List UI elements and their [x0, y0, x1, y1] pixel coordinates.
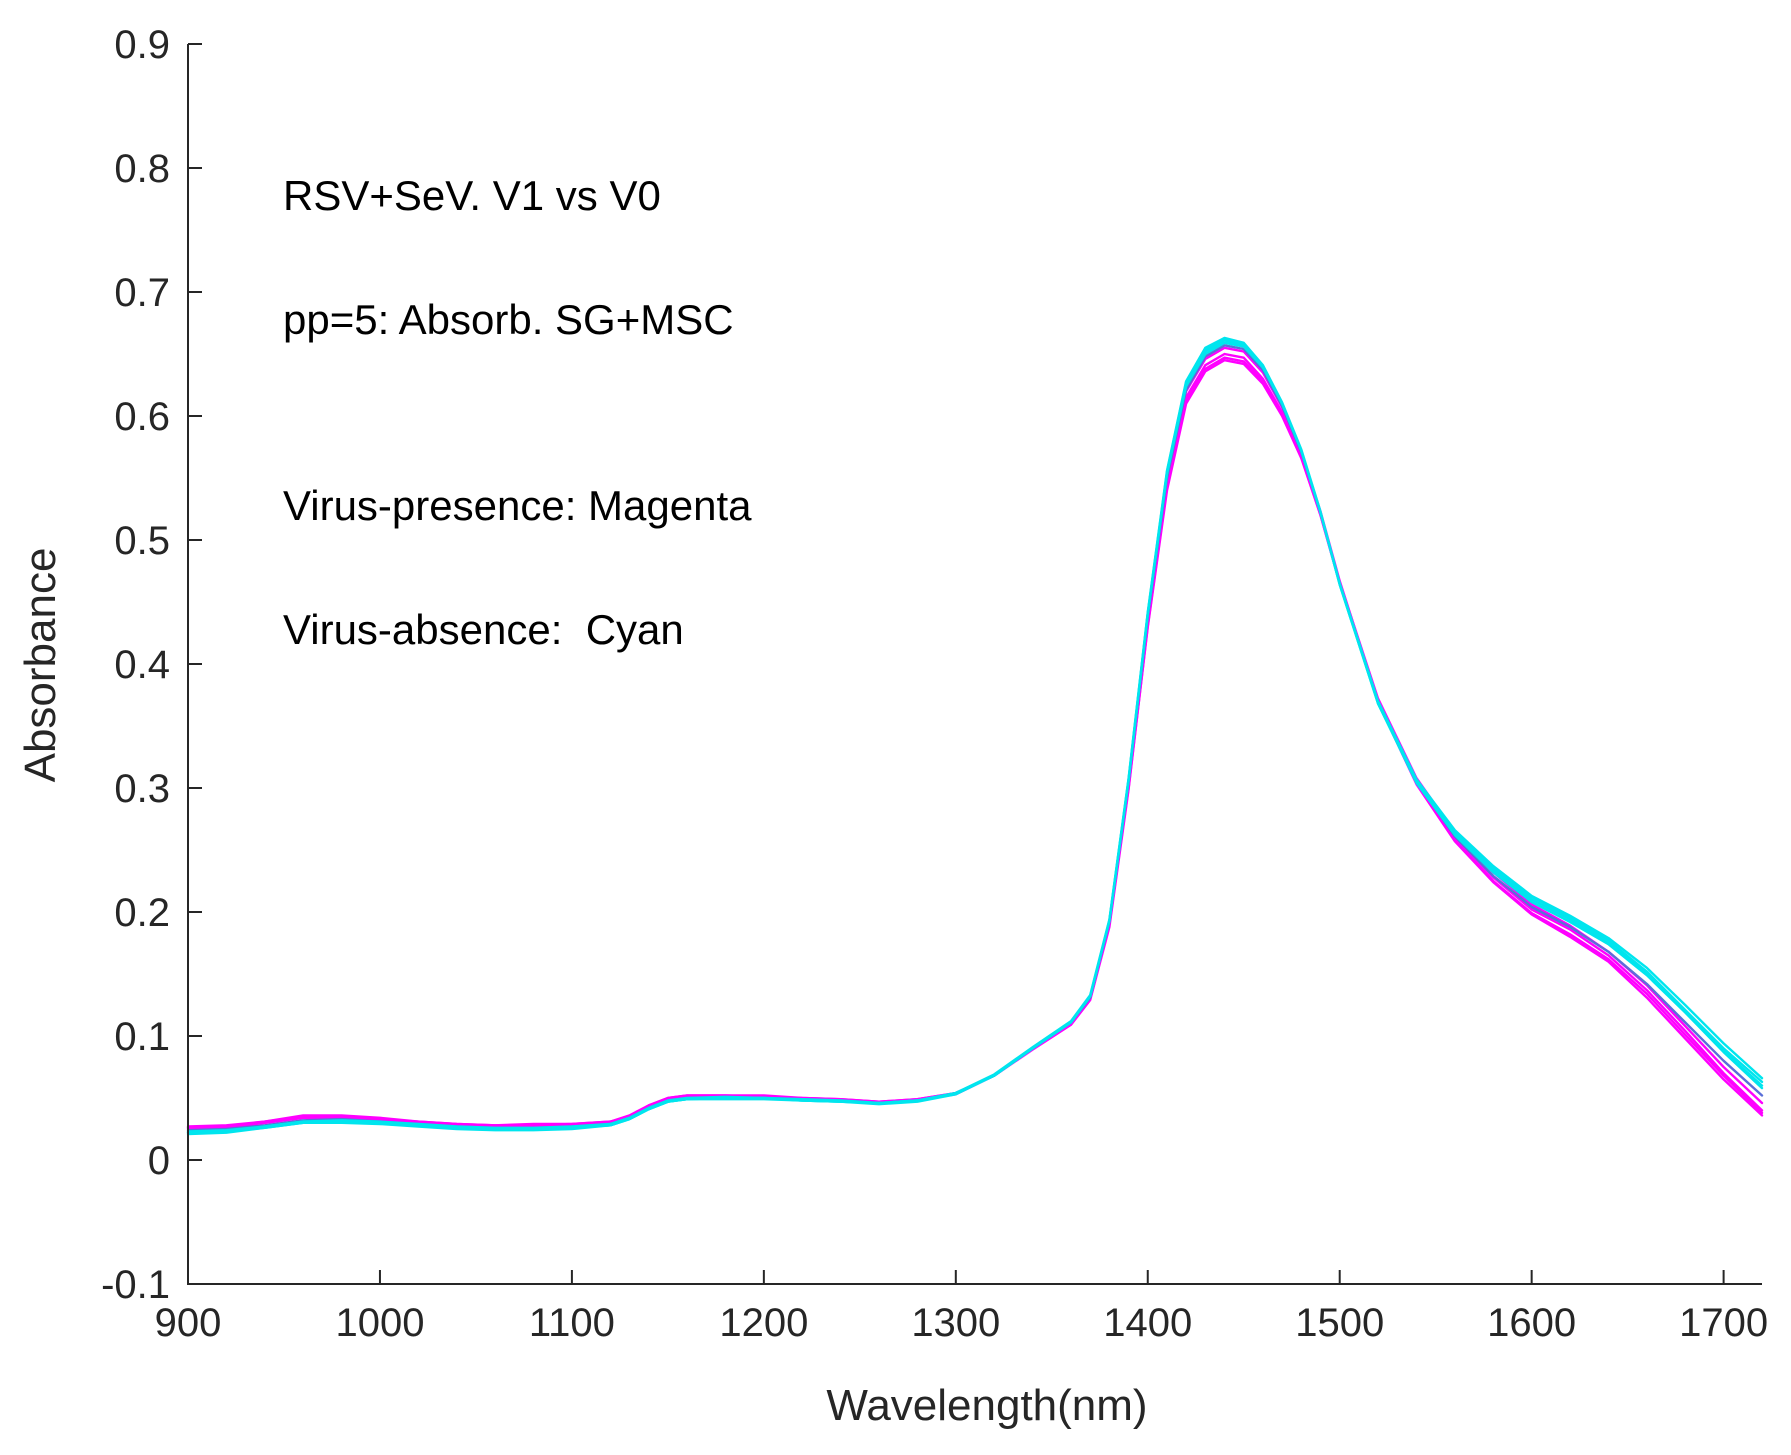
series-line-9 — [186, 337, 1764, 1134]
y-tick-label: -0.1 — [101, 1263, 170, 1307]
y-tick-label: 0.7 — [114, 271, 170, 315]
series-line-4 — [186, 356, 1764, 1129]
series-layer — [186, 336, 1764, 1136]
x-tick-label: 1000 — [335, 1301, 424, 1345]
x-axis-title: Wavelength(nm) — [826, 1381, 1147, 1430]
y-tick-label: 0.8 — [114, 147, 170, 191]
y-tick-label: 0.5 — [114, 519, 170, 563]
y-tick-label: 0 — [148, 1139, 170, 1183]
annotation-title: RSV+SeV. V1 vs V0 — [283, 172, 661, 219]
x-tick-label: 900 — [155, 1301, 222, 1345]
x-tick-label: 1200 — [719, 1301, 808, 1345]
annotation-preprocessing: pp=5: Absorb. SG+MSC — [283, 296, 734, 343]
y-tick-label: 0.1 — [114, 1015, 170, 1059]
x-tick-label: 1700 — [1679, 1301, 1768, 1345]
x-tick-label: 1100 — [529, 1301, 615, 1345]
y-tick-label: 0.3 — [114, 767, 170, 811]
annotation-virus-absence: Virus-absence: Cyan — [283, 606, 684, 653]
y-axis-title: Absorbance — [16, 548, 65, 783]
x-tick-label: 1400 — [1103, 1301, 1192, 1345]
y-tick-label: 0.9 — [114, 23, 170, 67]
y-tick-label: 0.6 — [114, 395, 170, 439]
x-tick-label: 1300 — [911, 1301, 1000, 1345]
y-tick-label: 0.4 — [114, 643, 170, 687]
annotation-virus-presence: Virus-presence: Magenta — [283, 482, 752, 529]
x-tick-label: 1500 — [1295, 1301, 1384, 1345]
tick-layer: 900 1000 1100 1200 1300 1400 1500 1600 1700 -0.1 0… — [101, 23, 1768, 1345]
y-tick-label: 0.2 — [114, 891, 170, 935]
x-tick-label: 1600 — [1487, 1301, 1576, 1345]
